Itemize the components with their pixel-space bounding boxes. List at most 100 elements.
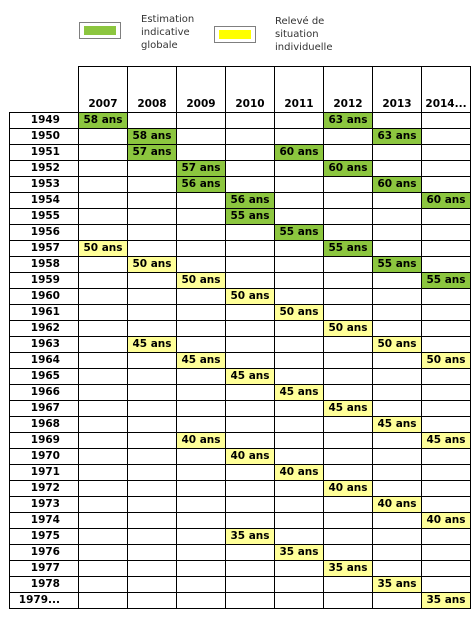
empty-cell (323, 464, 373, 481)
cell-estimation: 60 ans (274, 144, 324, 161)
row-birth-year: 1954 (9, 192, 79, 209)
empty-cell (176, 208, 226, 225)
legend-label-releve: Relevé de situation individuelle (275, 16, 333, 53)
empty-cell (127, 416, 177, 433)
cell-releve: 50 ans (176, 272, 226, 289)
empty-cell (176, 112, 226, 129)
empty-cell (225, 144, 275, 161)
empty-cell (127, 368, 177, 385)
table-row: 1951 57 ans 60 ans (9, 144, 471, 161)
empty-cell (78, 208, 128, 225)
table-row: 1957 50 ans 55 ans (9, 240, 471, 257)
empty-cell (78, 272, 128, 289)
row-birth-year: 1956 (9, 224, 79, 241)
empty-cell (225, 512, 275, 529)
empty-cell (274, 192, 324, 209)
cell-estimation: 60 ans (421, 192, 471, 209)
table-row: 1969 40 ans 45 ans (9, 432, 471, 449)
empty-cell (274, 400, 324, 417)
empty-cell (421, 576, 471, 593)
empty-cell (225, 560, 275, 577)
empty-cell (274, 448, 324, 465)
empty-cell (176, 224, 226, 241)
cell-releve: 35 ans (225, 528, 275, 545)
table-body: 1949 58 ans 63 ans 1950 58 ans 63 ans 1951 57 a… (9, 112, 471, 609)
table-row: 1973 40 ans (9, 496, 471, 513)
empty-cell (421, 416, 471, 433)
empty-cell (176, 128, 226, 145)
empty-cell (323, 336, 373, 353)
row-birth-year: 1965 (9, 368, 79, 385)
empty-cell (78, 448, 128, 465)
row-birth-year: 1955 (9, 208, 79, 225)
empty-cell (323, 384, 373, 401)
empty-cell (274, 368, 324, 385)
table-row: 1961 50 ans (9, 304, 471, 321)
empty-cell (127, 352, 177, 369)
row-birth-year: 1969 (9, 432, 79, 449)
cell-estimation: 60 ans (372, 176, 422, 193)
empty-cell (421, 384, 471, 401)
empty-cell (372, 528, 422, 545)
row-birth-year: 1957 (9, 240, 79, 257)
empty-cell (176, 288, 226, 305)
empty-cell (127, 592, 177, 609)
empty-cell (78, 144, 128, 161)
empty-cell (225, 224, 275, 241)
empty-cell (323, 496, 373, 513)
empty-cell (176, 416, 226, 433)
table-row: 1966 45 ans (9, 384, 471, 401)
cell-estimation: 56 ans (176, 176, 226, 193)
empty-cell (421, 560, 471, 577)
table-row: 1967 45 ans (9, 400, 471, 417)
empty-cell (372, 208, 422, 225)
empty-cell (127, 272, 177, 289)
column-header-year: 2014... (421, 66, 471, 113)
empty-cell (274, 480, 324, 497)
empty-cell (323, 272, 373, 289)
cell-estimation: 55 ans (323, 240, 373, 257)
empty-cell (225, 112, 275, 129)
empty-cell (176, 512, 226, 529)
cell-releve: 40 ans (176, 432, 226, 449)
empty-cell (127, 224, 177, 241)
table-row: 1958 50 ans 55 ans (9, 256, 471, 273)
empty-cell (78, 480, 128, 497)
empty-cell (78, 192, 128, 209)
empty-cell (421, 256, 471, 273)
row-birth-year: 1977 (9, 560, 79, 577)
column-header-year: 2007 (78, 66, 128, 113)
legend: Estimation indicative globale Relevé de … (0, 0, 475, 66)
empty-cell (225, 176, 275, 193)
empty-cell (421, 528, 471, 545)
empty-cell (372, 192, 422, 209)
empty-cell (78, 528, 128, 545)
empty-cell (323, 448, 373, 465)
table-row: 1953 56 ans 60 ans (9, 176, 471, 193)
empty-cell (78, 416, 128, 433)
row-birth-year: 1953 (9, 176, 79, 193)
table-corner (9, 66, 79, 113)
empty-cell (421, 480, 471, 497)
empty-cell (421, 176, 471, 193)
empty-cell (176, 592, 226, 609)
empty-cell (78, 576, 128, 593)
empty-cell (421, 320, 471, 337)
empty-cell (176, 192, 226, 209)
empty-cell (421, 160, 471, 177)
row-birth-year: 1973 (9, 496, 79, 513)
table-row: 1965 45 ans (9, 368, 471, 385)
empty-cell (127, 560, 177, 577)
empty-cell (78, 512, 128, 529)
empty-cell (323, 176, 373, 193)
row-birth-year: 1952 (9, 160, 79, 177)
empty-cell (274, 128, 324, 145)
empty-cell (127, 480, 177, 497)
cell-estimation: 63 ans (323, 112, 373, 129)
empty-cell (274, 160, 324, 177)
empty-cell (176, 544, 226, 561)
empty-cell (274, 352, 324, 369)
empty-cell (225, 240, 275, 257)
empty-cell (421, 368, 471, 385)
cell-releve: 45 ans (225, 368, 275, 385)
